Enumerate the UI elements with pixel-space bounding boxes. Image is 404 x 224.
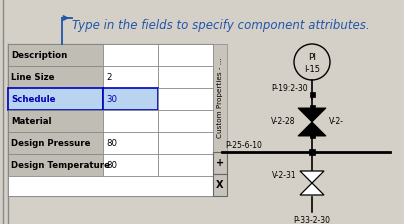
Bar — [8, 110, 103, 132]
Bar — [158, 132, 213, 154]
Text: PI: PI — [308, 54, 316, 62]
Bar — [103, 88, 158, 110]
Text: P-19:2-30: P-19:2-30 — [271, 84, 308, 93]
Polygon shape — [298, 122, 326, 136]
Bar — [158, 66, 213, 88]
Text: Material: Material — [11, 116, 51, 125]
Bar — [213, 44, 227, 152]
Bar — [103, 66, 158, 88]
Bar — [103, 44, 158, 66]
Bar — [8, 88, 103, 110]
Bar — [8, 132, 103, 154]
Text: Schedule: Schedule — [11, 95, 55, 103]
Bar — [8, 176, 213, 196]
Text: X: X — [216, 180, 224, 190]
Bar — [158, 44, 213, 66]
Text: V-2-31: V-2-31 — [272, 170, 297, 179]
Bar — [309, 106, 314, 110]
Bar — [103, 154, 158, 176]
Text: V-2-28: V-2-28 — [271, 118, 295, 127]
Polygon shape — [300, 183, 324, 195]
Text: 80: 80 — [106, 138, 117, 147]
Text: 80: 80 — [106, 161, 117, 170]
Text: V-2-: V-2- — [329, 118, 344, 127]
Bar — [158, 110, 213, 132]
Bar — [8, 154, 103, 176]
Polygon shape — [300, 171, 324, 183]
Bar — [158, 154, 213, 176]
Bar — [103, 132, 158, 154]
Text: Design Temperature: Design Temperature — [11, 161, 110, 170]
Bar — [309, 149, 315, 155]
Bar — [103, 110, 158, 132]
Text: Type in the fields to specify component attributes.: Type in the fields to specify component … — [72, 19, 370, 32]
Text: I-15: I-15 — [304, 65, 320, 73]
Bar — [213, 174, 227, 196]
Bar — [158, 88, 213, 110]
Bar — [8, 44, 213, 196]
Text: Custom Properties - ...: Custom Properties - ... — [217, 58, 223, 138]
Text: P-25-6-10: P-25-6-10 — [225, 141, 262, 150]
Text: Design Pressure: Design Pressure — [11, 138, 90, 147]
Bar — [309, 134, 314, 138]
Bar — [213, 152, 227, 174]
Text: Description: Description — [11, 50, 67, 60]
Text: 30: 30 — [106, 95, 117, 103]
Bar — [8, 44, 103, 66]
Text: 2: 2 — [106, 73, 112, 82]
Bar — [8, 66, 103, 88]
Text: +: + — [216, 158, 224, 168]
Polygon shape — [298, 108, 326, 122]
Bar — [309, 93, 314, 97]
Text: P-33-2-30: P-33-2-30 — [293, 216, 330, 224]
Text: Line Size: Line Size — [11, 73, 55, 82]
